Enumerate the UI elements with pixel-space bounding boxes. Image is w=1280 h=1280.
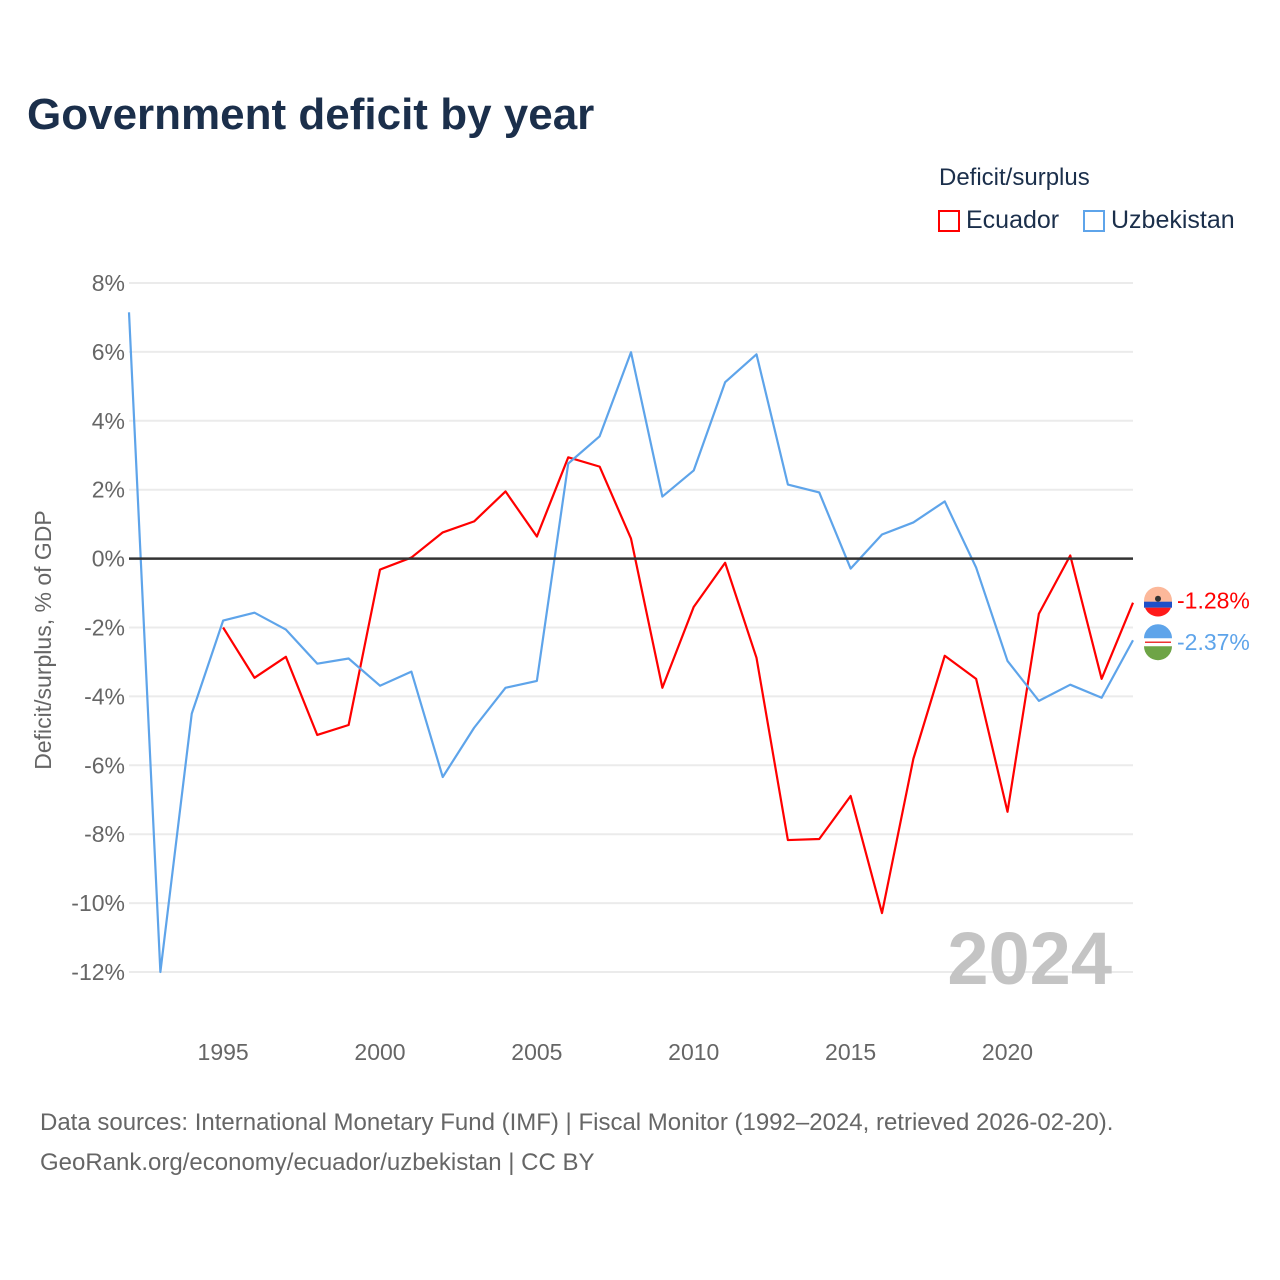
x-tick-label: 2000 [354, 1039, 405, 1065]
legend-item-ecuador[interactable]: Ecuador [938, 206, 1059, 235]
y-tick-label: -10% [71, 890, 125, 916]
flag-stripe [1144, 646, 1172, 661]
source-text: Data sources: International Monetary Fun… [40, 1109, 1114, 1136]
series-line-uzbekistan [127, 312, 1134, 974]
source-link[interactable]: GeoRank.org/economy/ecuador/uzbekistan |… [40, 1149, 595, 1176]
watermark-year: 2024 [947, 917, 1112, 1000]
legend-title: Deficit/surplus [939, 164, 1090, 191]
x-tick-label: 2005 [511, 1039, 562, 1065]
y-tick-label: -2% [84, 615, 125, 641]
y-tick-label: -8% [84, 821, 125, 847]
flag-stripe [1144, 601, 1172, 608]
x-tick-label: 1995 [198, 1039, 249, 1065]
y-tick-label: 8% [92, 270, 125, 296]
legend-swatch-uzbekistan [1083, 209, 1105, 232]
y-tick-label: 6% [92, 339, 125, 365]
flag-stripe [1144, 624, 1172, 639]
chart-title: Government deficit by year [27, 90, 595, 139]
flag-ecuador-icon [1144, 586, 1172, 617]
y-tick-label: -4% [84, 683, 125, 709]
flag-emblem [1155, 595, 1161, 602]
y-tick-label: 0% [92, 546, 125, 572]
y-axis-label: Deficit/surplus, % of GDP [30, 510, 56, 769]
y-tick-label: -12% [71, 959, 125, 985]
legend-swatch-ecuador [938, 209, 960, 232]
end-value-label: -1.28% [1177, 588, 1250, 614]
x-tick-label: 2020 [982, 1039, 1033, 1065]
y-tick-label: 2% [92, 477, 125, 503]
flag-uzbekistan-icon [1144, 624, 1172, 661]
y-tick-label: -6% [84, 752, 125, 778]
legend-label: Uzbekistan [1111, 206, 1235, 234]
legend-label: Ecuador [966, 206, 1060, 234]
legend-item-uzbekistan[interactable]: Uzbekistan [1083, 206, 1235, 235]
series-line-ecuador [222, 456, 1135, 915]
end-value-label: -2.37% [1177, 629, 1250, 655]
y-tick-label: 4% [92, 408, 125, 434]
x-tick-label: 2015 [825, 1039, 876, 1065]
flag-stripe [1145, 607, 1171, 617]
x-tick-label: 2010 [668, 1039, 719, 1065]
